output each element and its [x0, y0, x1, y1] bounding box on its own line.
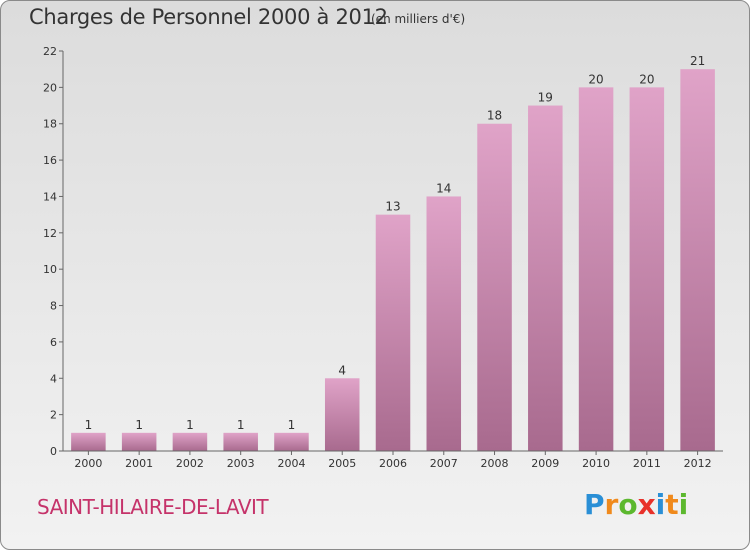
- y-tick-label: 18: [43, 118, 57, 131]
- x-tick-label: 2004: [277, 457, 305, 470]
- proxiti-logo[interactable]: Proxiti: [584, 488, 688, 521]
- bar-2001: [121, 432, 157, 451]
- bar-value-label: 4: [338, 363, 346, 377]
- y-tick-label: 10: [43, 263, 57, 276]
- y-tick-label: 8: [50, 300, 57, 313]
- bar-value-label: 1: [85, 418, 93, 432]
- bar-value-label: 1: [135, 418, 143, 432]
- y-tick-label: 2: [50, 409, 57, 422]
- bar-2009: [528, 105, 563, 451]
- bar-2006: [375, 214, 411, 451]
- bar-2003: [223, 432, 258, 451]
- x-tick-label: 2006: [379, 457, 407, 470]
- x-tick-label: 2009: [531, 457, 559, 470]
- commune-name: SAINT-HILAIRE-DE-LAVIT: [37, 495, 269, 519]
- bar-2011: [629, 87, 665, 451]
- bar-2007: [426, 196, 462, 451]
- x-tick-label: 2012: [684, 457, 712, 470]
- logo-letter: t: [665, 488, 679, 521]
- bar-value-label: 21: [690, 54, 705, 68]
- y-tick-label: 22: [43, 45, 57, 58]
- bar-value-label: 20: [639, 72, 654, 86]
- unit-note: (en milliers d'€): [371, 12, 466, 26]
- logo-letter: i: [655, 488, 666, 521]
- y-tick-label: 0: [50, 445, 57, 458]
- x-tick-label: 2007: [430, 457, 458, 470]
- x-tick-label: 2003: [227, 457, 255, 470]
- x-axis: 2000 2001 2002 2003 2004 2005 2006 2007 2008 2009…: [63, 450, 723, 470]
- logo-letter: P: [584, 488, 605, 521]
- x-tick-label: 2005: [328, 457, 356, 470]
- y-tick-label: 20: [43, 81, 57, 94]
- bar-value-label: 1: [237, 418, 245, 432]
- chart-title: Charges de Personnel 2000 à 2012: [29, 5, 388, 29]
- logo-letter: r: [604, 488, 619, 521]
- bar-value-label: 1: [186, 418, 194, 432]
- y-axis: 0 2 4 6 8 10 12 14 16 18 20 22: [43, 45, 64, 458]
- bar-value-label: 13: [385, 200, 400, 214]
- bar-value-label: 1: [288, 418, 296, 432]
- x-tick-label: 2011: [633, 457, 661, 470]
- logo-letter: i: [678, 488, 689, 521]
- y-tick-label: 16: [43, 154, 57, 167]
- y-tick-label: 12: [43, 227, 57, 240]
- bar-2008: [477, 123, 512, 452]
- bar-2012: [680, 69, 715, 451]
- y-tick-label: 6: [50, 336, 57, 349]
- logo-letter: o: [618, 488, 638, 521]
- bar-2002: [172, 432, 208, 451]
- x-tick-label: 2002: [176, 457, 204, 470]
- bar-value-label: 14: [436, 181, 451, 195]
- bar-2010: [578, 87, 614, 451]
- bar-value-label: 18: [487, 109, 502, 123]
- x-tick-label: 2010: [582, 457, 610, 470]
- y-tick-label: 14: [43, 190, 57, 203]
- x-tick-label: 2008: [481, 457, 509, 470]
- x-tick-label: 2000: [74, 457, 102, 470]
- bar-2004: [274, 432, 309, 451]
- bar-value-label: 19: [538, 91, 553, 105]
- bar-value-label: 20: [588, 72, 603, 86]
- bar-2005: [324, 378, 360, 451]
- logo-letter: x: [637, 488, 656, 521]
- bar-2000: [71, 432, 106, 451]
- y-tick-label: 4: [50, 372, 57, 385]
- x-tick-label: 2001: [125, 457, 153, 470]
